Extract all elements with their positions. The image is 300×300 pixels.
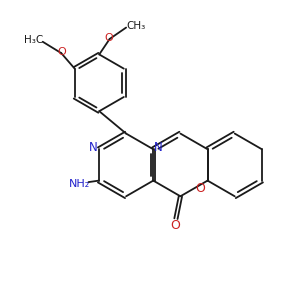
Text: N: N xyxy=(89,141,98,154)
Text: CH₃: CH₃ xyxy=(126,21,145,31)
Text: N: N xyxy=(154,141,163,154)
Text: NH₂: NH₂ xyxy=(69,178,90,189)
Text: O: O xyxy=(58,47,66,57)
Text: H₃C: H₃C xyxy=(23,35,43,45)
Text: O: O xyxy=(105,33,113,43)
Text: O: O xyxy=(170,219,180,232)
Text: O: O xyxy=(196,182,206,195)
